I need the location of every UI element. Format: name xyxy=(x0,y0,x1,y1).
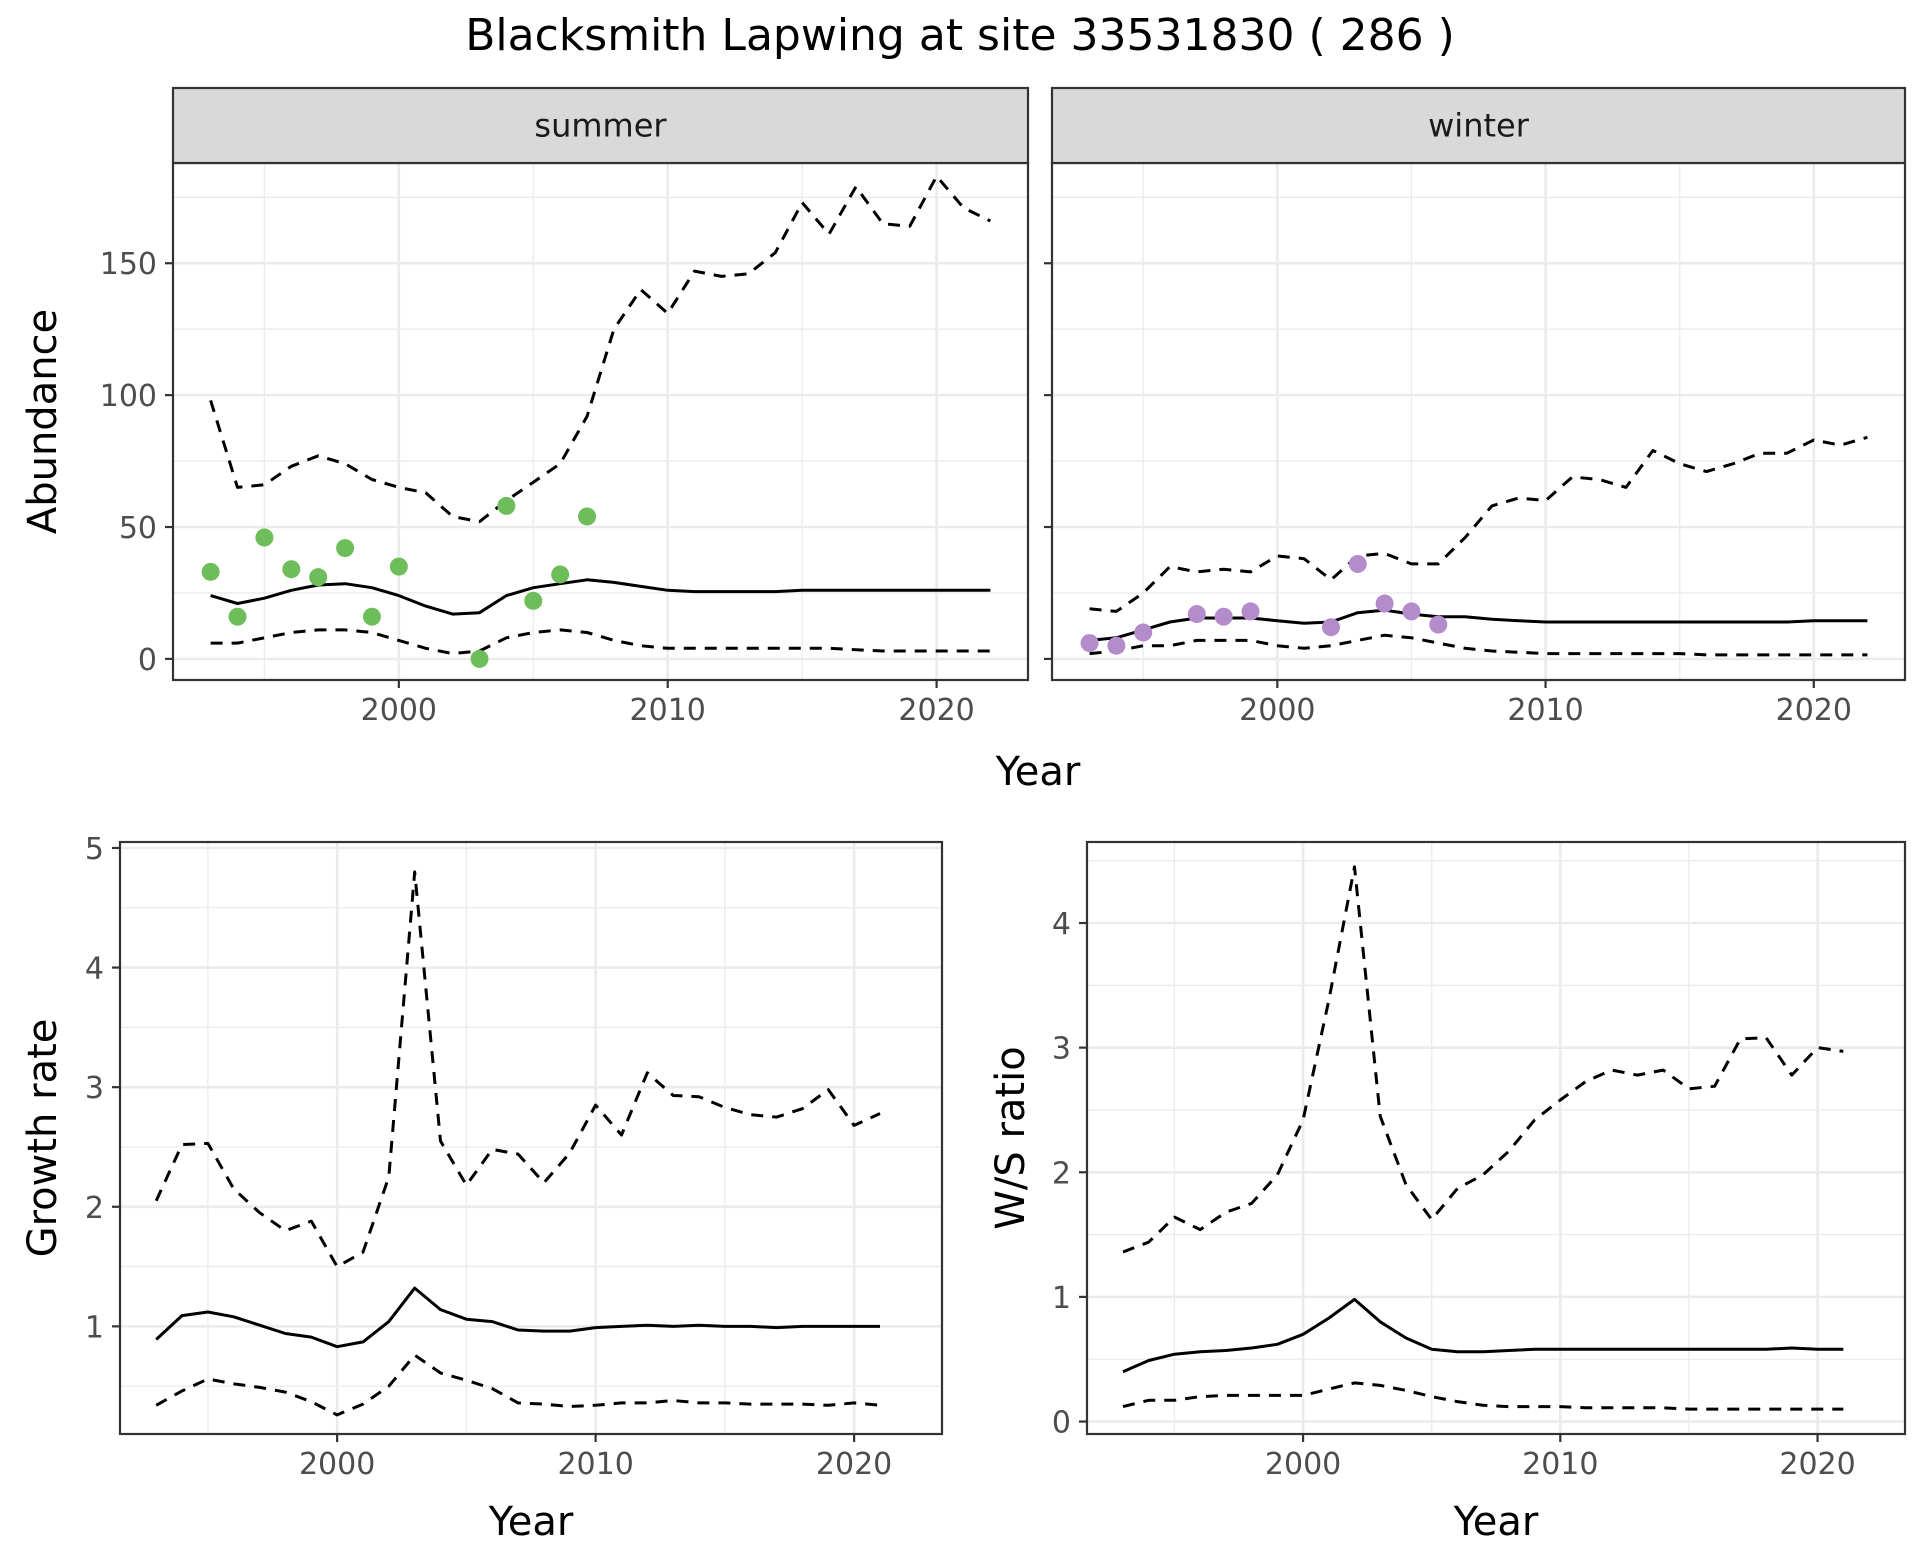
observation-point xyxy=(551,565,570,584)
summer-abundance-panel: summer 2000 2010 2020 0 50 100 150 Abundance xyxy=(20,86,1030,728)
series-line-bound xyxy=(209,174,992,524)
ws-ratio-panel: 2000 2010 2020 0 1 2 3 4 W/S ratio Year xyxy=(988,840,1907,1545)
y-axis-title: Abundance xyxy=(20,309,66,534)
x-tick-label: 2000 xyxy=(299,1447,375,1482)
x-axis-title: Year xyxy=(1453,1499,1539,1545)
facet-strip-label: winter xyxy=(1428,107,1530,145)
observation-point xyxy=(1348,554,1367,573)
observation-point xyxy=(309,568,328,587)
y-axis-title: W/S ratio xyxy=(988,1046,1034,1229)
observation-point xyxy=(1187,605,1206,624)
series-line-bound xyxy=(210,628,991,656)
series-line-bound xyxy=(1089,633,1868,657)
series-line-bound xyxy=(155,1353,881,1417)
y-tick-label: 0 xyxy=(1052,1406,1071,1441)
y-tick-label: 0 xyxy=(138,643,157,678)
observation-point xyxy=(336,539,355,558)
y-tick-label: 50 xyxy=(119,511,157,546)
x-tick-label: 2020 xyxy=(1779,1447,1855,1482)
panel-border xyxy=(118,840,944,1436)
observation-point xyxy=(1134,623,1153,642)
observation-point xyxy=(497,496,516,515)
plot-background xyxy=(173,163,1028,680)
x-tick-label: 2010 xyxy=(1522,1447,1598,1482)
observation-point xyxy=(1080,634,1099,653)
observation-point xyxy=(228,607,247,626)
x-tick-label: 2000 xyxy=(1239,693,1315,728)
y-tick-label: 150 xyxy=(100,247,157,282)
y-axis-title: Growth rate xyxy=(20,1019,66,1258)
observation-point xyxy=(362,607,381,626)
series-line-mean xyxy=(1122,1297,1844,1374)
x-tick-label: 2010 xyxy=(1507,693,1583,728)
x-tick-label: 2010 xyxy=(630,693,706,728)
x-tick-label: 2010 xyxy=(557,1447,633,1482)
y-tick-label: 3 xyxy=(1052,1032,1071,1067)
growth-rate-panel: 2000 2010 2020 1 2 3 4 5 Growth rate Year xyxy=(20,832,944,1545)
facet-strip xyxy=(171,86,1030,165)
x-tick-label: 2020 xyxy=(1776,693,1852,728)
observation-point xyxy=(201,562,220,581)
observation-point xyxy=(1429,615,1448,634)
y-tick-label: 1 xyxy=(85,1310,104,1345)
plot-background xyxy=(120,842,942,1434)
y-tick-label: 4 xyxy=(1052,907,1071,942)
observation-point xyxy=(1321,618,1340,637)
winter-abundance-panel: winter 2000 2010 2020 xyxy=(1044,86,1907,728)
y-tick-label: 3 xyxy=(85,1071,104,1106)
series-line-mean xyxy=(155,1286,880,1349)
x-tick-label: 2020 xyxy=(898,693,974,728)
x-axis-title: Year xyxy=(488,1499,574,1545)
observation-point xyxy=(470,649,489,668)
facet-strip-label: summer xyxy=(534,107,667,145)
y-tick-label: 4 xyxy=(85,952,104,987)
observation-point xyxy=(282,560,301,579)
y-tick-label: 100 xyxy=(100,379,157,414)
observation-point xyxy=(1375,594,1394,613)
y-tick-label: 2 xyxy=(1052,1156,1071,1191)
top-x-axis-title: Year xyxy=(995,749,1081,795)
series-line-bound xyxy=(1122,865,1844,1254)
plot-background xyxy=(1087,842,1905,1434)
figure-title: Blacksmith Lapwing at site 33531830 ( 28… xyxy=(465,10,1454,61)
x-tick-label: 2000 xyxy=(1265,1447,1341,1482)
panel-border xyxy=(1085,840,1907,1436)
x-tick-label: 2000 xyxy=(361,693,437,728)
series-line-bound xyxy=(1122,1381,1844,1411)
observation-point xyxy=(524,591,543,610)
series-line-mean xyxy=(210,578,991,616)
y-tick-label: 5 xyxy=(85,832,104,867)
facet-strip xyxy=(1050,86,1907,165)
observation-point xyxy=(1241,602,1260,621)
observation-point xyxy=(255,528,274,547)
series-line-bound xyxy=(1089,435,1868,613)
y-tick-label: 2 xyxy=(85,1191,104,1226)
observation-point xyxy=(389,557,408,576)
plot-background xyxy=(1052,163,1905,680)
observation-point xyxy=(578,507,597,526)
observation-point xyxy=(1214,607,1233,626)
x-tick-label: 2020 xyxy=(816,1447,892,1482)
observation-point xyxy=(1402,602,1421,621)
series-line-bound xyxy=(154,870,881,1269)
y-tick-label: 1 xyxy=(1052,1281,1071,1316)
observation-point xyxy=(1107,636,1126,655)
